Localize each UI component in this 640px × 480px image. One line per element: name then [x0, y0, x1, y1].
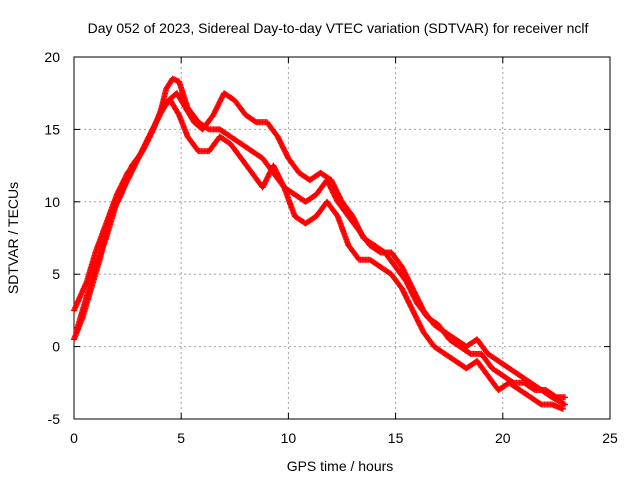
x-tick-label-3: 15	[388, 430, 404, 446]
x-tick-label-5: 25	[602, 430, 618, 446]
axis-tick-labels: 0 5 10 15 20 25 -5 0 5 10 15 20	[44, 49, 618, 446]
y-tick-label-0: -5	[48, 411, 61, 427]
y-tick-label-5: 20	[44, 49, 60, 65]
point-marker	[561, 394, 568, 401]
point-marker	[561, 401, 568, 408]
series-trace-a	[71, 75, 568, 408]
plot-frame	[73, 56, 611, 420]
x-tick-label-2: 10	[281, 430, 297, 446]
chart-title: Day 052 of 2023, Sidereal Day-to-day VTE…	[88, 20, 589, 36]
point-marker	[252, 118, 259, 125]
point-marker	[559, 405, 566, 412]
data-points	[71, 75, 568, 412]
point-marker	[466, 350, 473, 357]
point-marker	[560, 400, 567, 407]
x-tick-label-1: 5	[177, 430, 185, 446]
y-tick-label-4: 15	[44, 121, 60, 137]
x-tick-label-4: 20	[495, 430, 511, 446]
axis-ticks	[73, 56, 611, 420]
y-tick-label-3: 10	[44, 194, 60, 210]
point-marker	[537, 400, 544, 407]
grid-lines	[74, 57, 610, 419]
y-tick-label-2: 5	[52, 266, 60, 282]
point-marker	[530, 386, 537, 393]
series-trace-c	[71, 97, 566, 412]
y-axis-label: SDTVAR / TECUs	[5, 182, 21, 294]
x-axis-label: GPS time / hours	[287, 458, 394, 474]
y-tick-label-1: 0	[52, 339, 60, 355]
x-tick-label-0: 0	[70, 430, 78, 446]
